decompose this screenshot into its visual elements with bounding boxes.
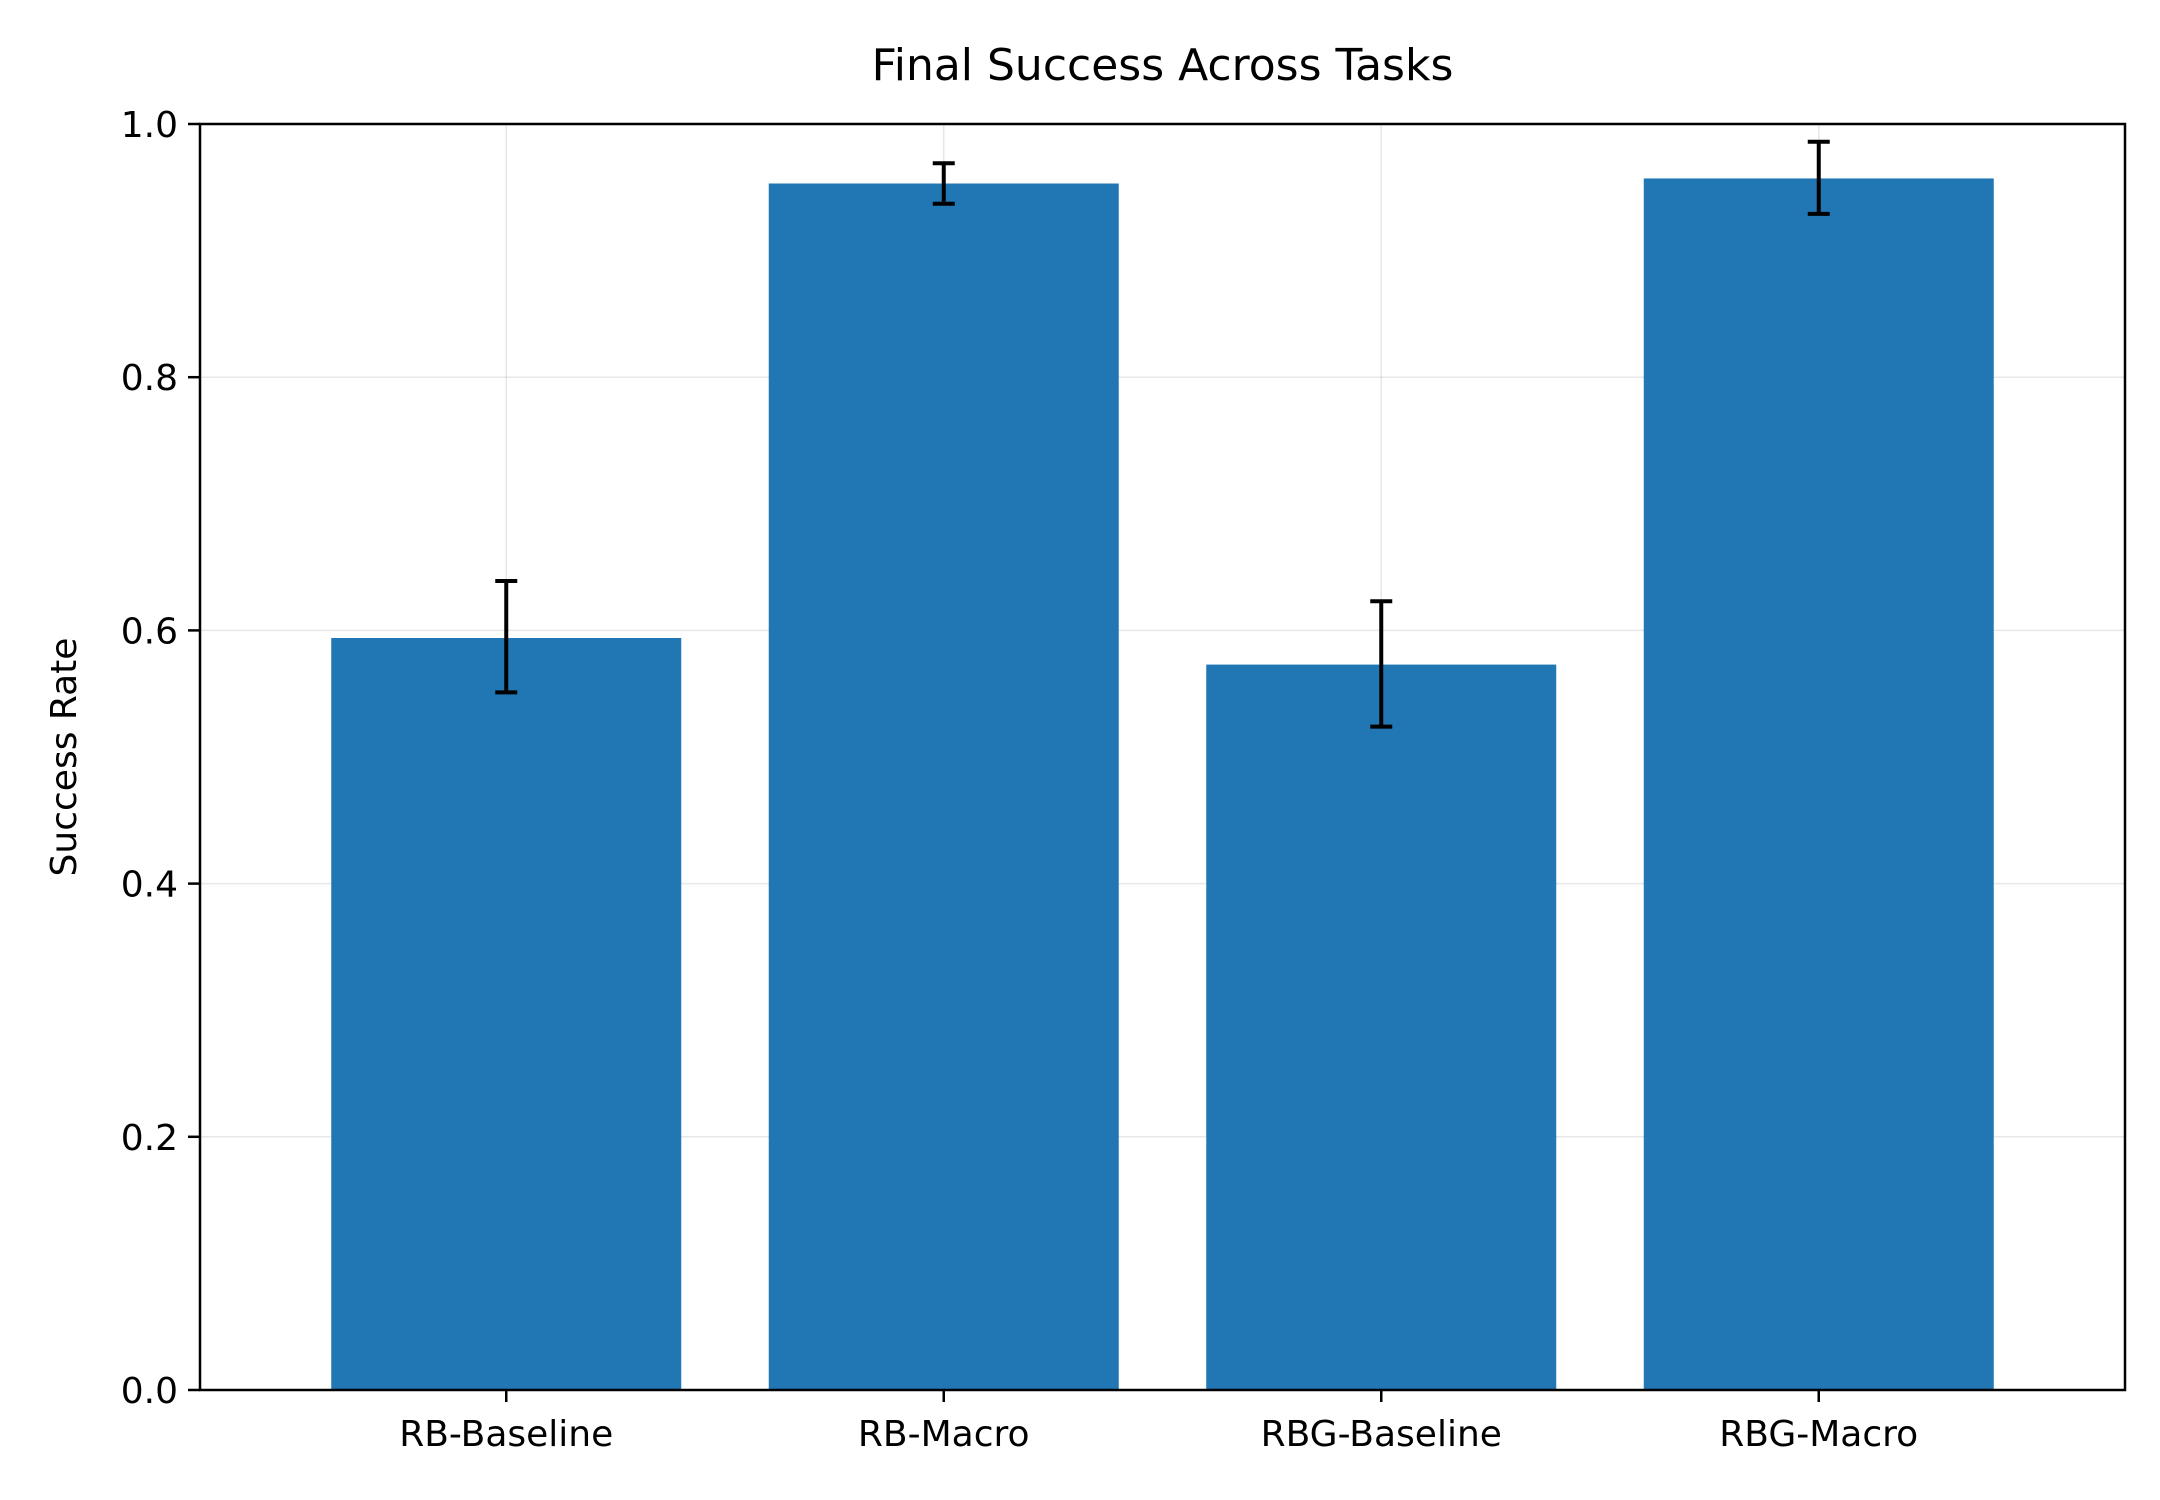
bars [331,178,1994,1391]
x-tick-label: RB-Macro [858,1414,1030,1455]
bar-rbg-baseline [1206,664,1557,1390]
y-axis: 0.0 0.2 0.4 0.6 0.8 1.0 [121,105,200,1412]
error-bars [495,139,1830,729]
y-tick-label: 1.0 [121,105,178,146]
y-tick-label: 0.8 [121,358,178,399]
x-tick-label: RBG-Baseline [1261,1414,1502,1455]
y-tick-label: 0.4 [121,865,178,906]
bar-rbg-macro [1643,178,1994,1391]
bar-rb-macro [768,183,1119,1391]
y-tick-label: 0.0 [121,1371,178,1412]
y-axis-label: Success Rate [44,638,85,877]
x-tick-label: RB-Baseline [399,1414,613,1455]
bar-rb-baseline [331,637,682,1390]
chart-title: Final Success Across Tasks [872,40,1454,91]
x-tick-label: RBG-Macro [1719,1414,1918,1455]
y-tick-label: 0.6 [121,611,178,652]
x-axis: RB-Baseline RB-Macro RBG-Baseline RBG-Macro [399,1390,1918,1455]
y-tick-label: 0.2 [121,1118,178,1159]
plot-area-frame [198,122,2127,1392]
